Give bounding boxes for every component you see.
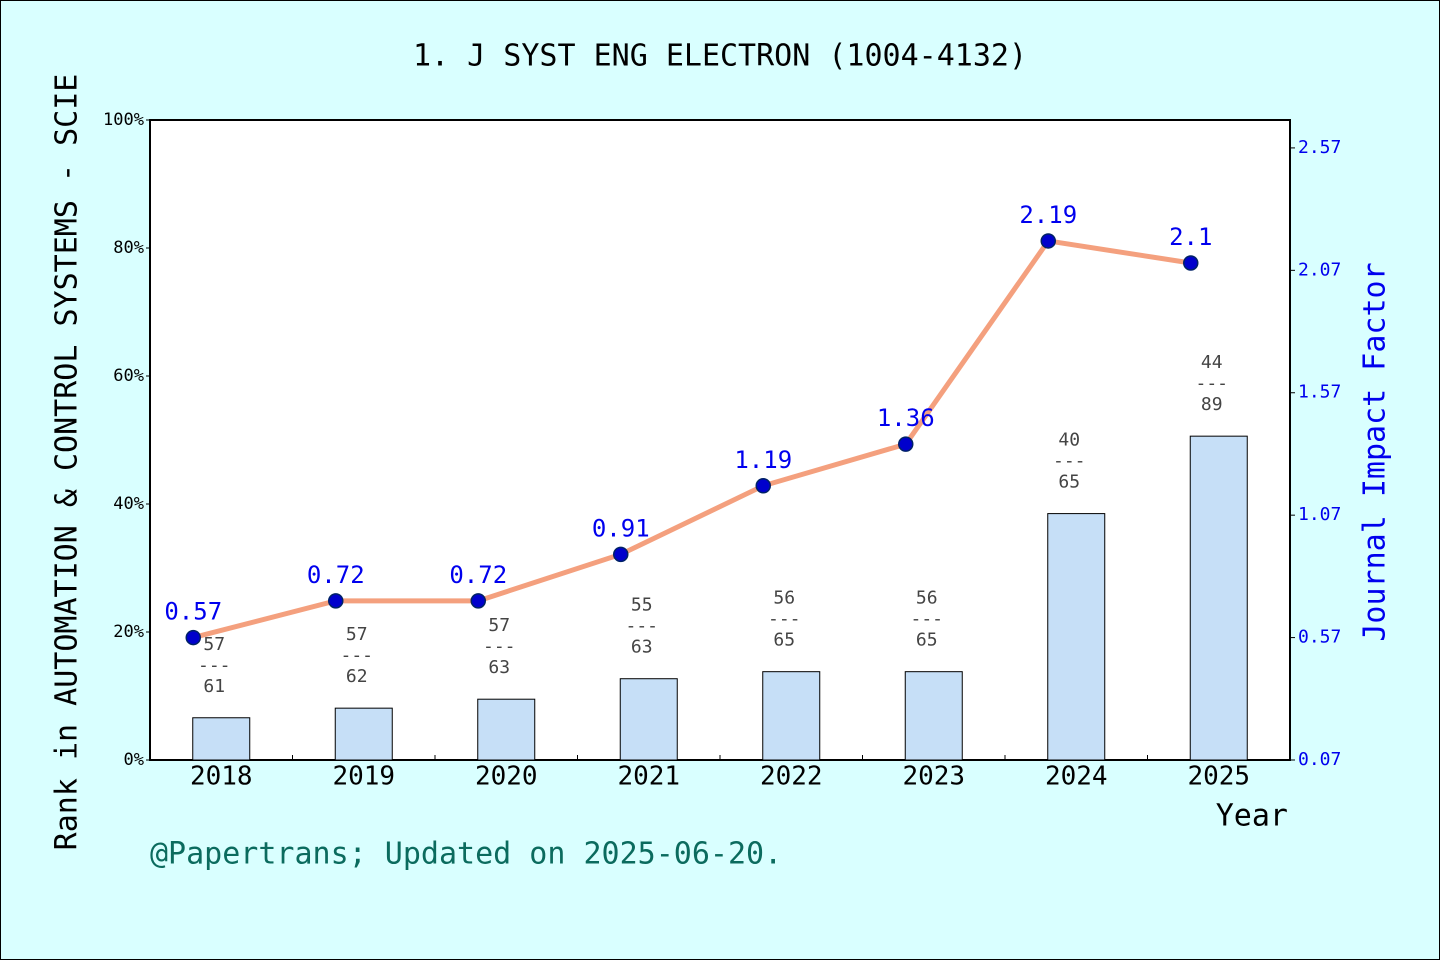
rank-label: 40 <box>1058 430 1080 451</box>
y-axis-label: Rank in AUTOMATION & CONTROL SYSTEMS - S… <box>50 74 85 851</box>
x-axis-label: Year <box>1216 799 1288 834</box>
point-label: 2.19 <box>1019 201 1077 229</box>
bar <box>762 671 821 761</box>
bar <box>904 671 963 761</box>
bar <box>192 717 251 761</box>
rank-total: 61 <box>203 676 225 697</box>
y2-tick-label: 1.57 <box>1298 382 1341 403</box>
point <box>755 478 771 494</box>
point <box>613 546 629 563</box>
rank-total: 65 <box>916 630 938 651</box>
rank-separator: --- <box>768 609 801 630</box>
rank-separator: --- <box>340 645 373 666</box>
y2-tick-label: 0.07 <box>1298 749 1341 770</box>
point-label: 0.72 <box>307 561 365 589</box>
rank-separator: --- <box>625 616 658 637</box>
x-tick-label: 2024 <box>1045 762 1108 792</box>
rank-label: 56 <box>773 588 795 609</box>
point <box>328 593 344 609</box>
footer: @Papertrans; Updated on 2025-06-20. <box>150 837 782 872</box>
point <box>185 629 201 646</box>
rank-label: 44 <box>1201 352 1223 373</box>
x-tick-label: 2021 <box>617 762 680 792</box>
x-tick-label: 2018 <box>190 762 253 792</box>
rank-label: 57 <box>346 624 368 645</box>
rank-total: 65 <box>773 630 795 651</box>
y-tick-label: 80% <box>113 238 144 258</box>
rank-total: 65 <box>1058 472 1080 493</box>
rank-label: 57 <box>488 615 510 636</box>
y-tick-label: 20% <box>113 622 144 642</box>
rank-separator: --- <box>198 655 231 676</box>
rank-separator: --- <box>1053 451 1086 472</box>
x-tick-label: 2023 <box>902 762 965 792</box>
line <box>192 238 1192 641</box>
y2-axis-label: Journal Impact Factor <box>1358 262 1393 641</box>
rank-separator: --- <box>483 636 516 657</box>
x-tick-label: 2020 <box>475 762 538 792</box>
rank-label: 57 <box>203 634 225 655</box>
y2-tick-label: 2.57 <box>1298 137 1341 158</box>
y-tick-label: 100% <box>103 110 144 130</box>
y-tick-label: 40% <box>113 494 144 514</box>
rank-total: 63 <box>488 657 510 678</box>
bar <box>334 707 393 761</box>
rank-total: 89 <box>1201 394 1223 415</box>
bar <box>1047 513 1106 761</box>
x-tick-label: 2022 <box>760 762 823 792</box>
point-label: 0.91 <box>592 514 650 542</box>
point-label: 0.72 <box>449 561 507 589</box>
point <box>470 593 486 609</box>
rank-total: 62 <box>346 666 368 687</box>
bar <box>1189 435 1248 761</box>
y2-tick-label: 2.07 <box>1298 259 1341 280</box>
x-tick-label: 2019 <box>332 762 395 792</box>
point <box>1183 255 1199 271</box>
rank-label: 55 <box>631 595 653 616</box>
y2-tick-label: 1.07 <box>1298 504 1341 525</box>
chart-title: 1. J SYST ENG ELECTRON (1004-4132) <box>413 39 1027 74</box>
point <box>898 436 914 452</box>
point-label: 2.1 <box>1169 223 1212 251</box>
y-tick-label: 60% <box>113 366 144 386</box>
rank-total: 63 <box>631 637 653 658</box>
bar <box>477 698 536 761</box>
x-tick-label: 2025 <box>1187 762 1250 792</box>
y2-tick-label: 0.57 <box>1298 627 1341 648</box>
point-label: 0.57 <box>164 598 222 626</box>
plot-area <box>149 119 1291 761</box>
rank-separator: --- <box>1195 373 1228 394</box>
rank-label: 56 <box>916 588 938 609</box>
point-label: 1.19 <box>734 446 792 474</box>
point-label: 1.36 <box>877 404 935 432</box>
point <box>1040 233 1056 249</box>
bar <box>619 678 678 761</box>
rank-separator: --- <box>910 609 943 630</box>
y-tick-label: 0% <box>124 750 144 770</box>
